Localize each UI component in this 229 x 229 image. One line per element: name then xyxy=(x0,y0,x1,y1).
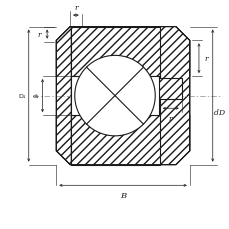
Text: D₁: D₁ xyxy=(18,94,25,99)
Text: r: r xyxy=(38,31,41,39)
Text: d: d xyxy=(213,108,218,116)
Text: d₁: d₁ xyxy=(33,94,39,99)
Text: B: B xyxy=(120,191,125,199)
Text: r: r xyxy=(168,114,172,123)
Text: D: D xyxy=(218,108,224,116)
Polygon shape xyxy=(56,116,189,165)
Polygon shape xyxy=(71,116,159,165)
Bar xyxy=(71,77,159,116)
Polygon shape xyxy=(159,27,189,165)
Circle shape xyxy=(74,56,155,136)
Text: r: r xyxy=(204,55,207,63)
Polygon shape xyxy=(56,27,71,165)
Text: r: r xyxy=(74,3,77,11)
Polygon shape xyxy=(158,79,181,100)
Polygon shape xyxy=(56,27,189,77)
Polygon shape xyxy=(71,27,159,77)
